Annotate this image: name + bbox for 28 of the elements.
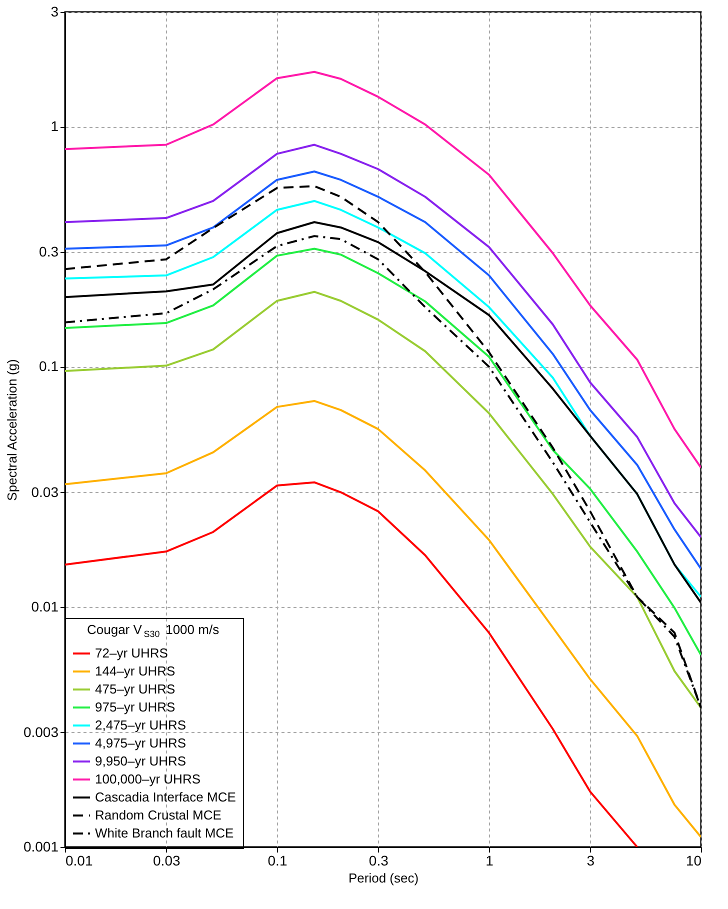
y-tick-label: 0.003 bbox=[23, 724, 59, 740]
legend-label: 475–yr UHRS bbox=[95, 682, 176, 696]
y-tick-label: 0.3 bbox=[39, 244, 59, 260]
x-tick-label: 3 bbox=[586, 852, 595, 868]
x-tick-label: 0.01 bbox=[66, 852, 93, 868]
legend-label: 975–yr UHRS bbox=[95, 700, 176, 714]
legend-label: Random Crustal MCE bbox=[95, 808, 222, 822]
y-tick-label: 3 bbox=[50, 4, 59, 20]
legend-label: 4,975–yr UHRS bbox=[95, 736, 186, 750]
legend-label: 2,475–yr UHRS bbox=[95, 718, 186, 732]
x-tick-label: 0.1 bbox=[268, 852, 288, 868]
x-tick-label: 0.03 bbox=[153, 852, 180, 868]
x-tick-label: 1 bbox=[486, 852, 494, 868]
y-tick-label: 0.03 bbox=[31, 484, 59, 500]
y-axis-title: Spectral Acceleration (g) bbox=[4, 359, 20, 501]
y-tick-label: 0.001 bbox=[23, 838, 59, 854]
legend-label: White Branch fault MCE bbox=[95, 826, 234, 840]
legend-label: 9,950–yr UHRS bbox=[95, 754, 186, 768]
legend-label: 144–yr UHRS bbox=[95, 664, 176, 678]
y-tick-label: 0.01 bbox=[31, 598, 59, 614]
x-tick-label: 0.3 bbox=[368, 852, 389, 868]
y-tick-label: 0.1 bbox=[39, 358, 59, 374]
x-axis-title: Period (sec) bbox=[348, 870, 419, 886]
x-tick-label: 10 bbox=[686, 852, 702, 868]
legend-label: 100,000–yr UHRS bbox=[95, 772, 201, 786]
legend-label: Cascadia Interface MCE bbox=[95, 790, 236, 804]
legend-label: 72–yr UHRS bbox=[95, 646, 168, 660]
y-tick-label: 1 bbox=[50, 118, 59, 134]
